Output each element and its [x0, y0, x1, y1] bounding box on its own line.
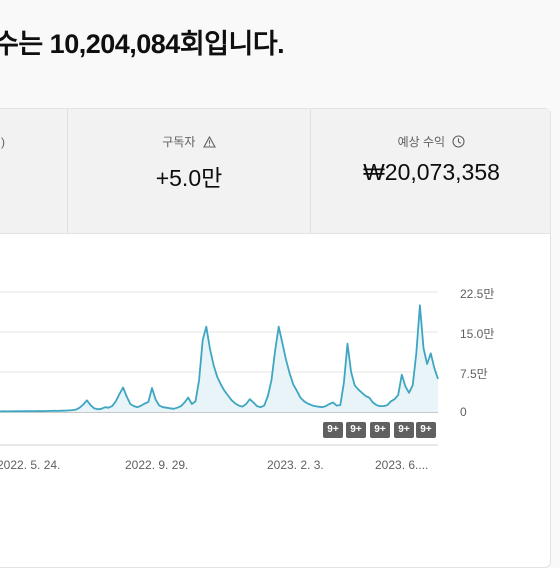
x-tick-label: 2022. 9. 29. — [125, 458, 189, 472]
event-badge[interactable]: 9+ — [370, 422, 390, 438]
revenue-label: 예상 수익 — [397, 135, 446, 149]
metric-subscribers[interactable]: 구독자 +5.0만 — [68, 109, 311, 233]
y-tick-label: 7.5만 — [460, 367, 488, 381]
event-badge[interactable]: 9+ — [346, 422, 366, 438]
x-tick-label: 2023. 6.... — [375, 458, 429, 472]
y-tick-label: 0 — [460, 405, 467, 419]
page-title: 수는 10,204,084회입니다. — [0, 29, 285, 59]
y-tick-label: 15.0만 — [460, 327, 495, 341]
analytics-card: ) 구독자 +5.0만 예상 수익 ₩20,073,358 — [0, 108, 551, 568]
subscribers-label-row: 구독자 — [68, 133, 310, 151]
event-badge[interactable]: 9+ — [416, 422, 436, 438]
views-chart[interactable] — [0, 232, 446, 472]
series-area — [0, 305, 438, 412]
x-tick-label: 2022. 5. 24. — [0, 458, 61, 472]
subscribers-label: 구독자 — [162, 135, 196, 149]
metrics-row: ) 구독자 +5.0만 예상 수익 ₩20,073,358 — [0, 109, 550, 234]
metric-views-label: ) — [1, 135, 5, 149]
series-line[interactable] — [0, 304, 439, 413]
clock-icon[interactable] — [452, 135, 465, 151]
event-badge[interactable]: 9+ — [323, 422, 343, 438]
metric-views[interactable]: ) — [0, 109, 68, 233]
revenue-value: ₩20,073,358 — [363, 159, 500, 185]
warning-icon[interactable] — [202, 135, 216, 151]
metric-revenue[interactable]: 예상 수익 ₩20,073,358 — [311, 109, 552, 233]
y-tick-label: 22.5만 — [460, 287, 495, 301]
revenue-label-row: 예상 수익 — [311, 133, 552, 151]
subscribers-value: +5.0만 — [155, 165, 223, 191]
event-badge[interactable]: 9+ — [394, 422, 414, 438]
x-tick-label: 2023. 2. 3. — [267, 458, 324, 472]
